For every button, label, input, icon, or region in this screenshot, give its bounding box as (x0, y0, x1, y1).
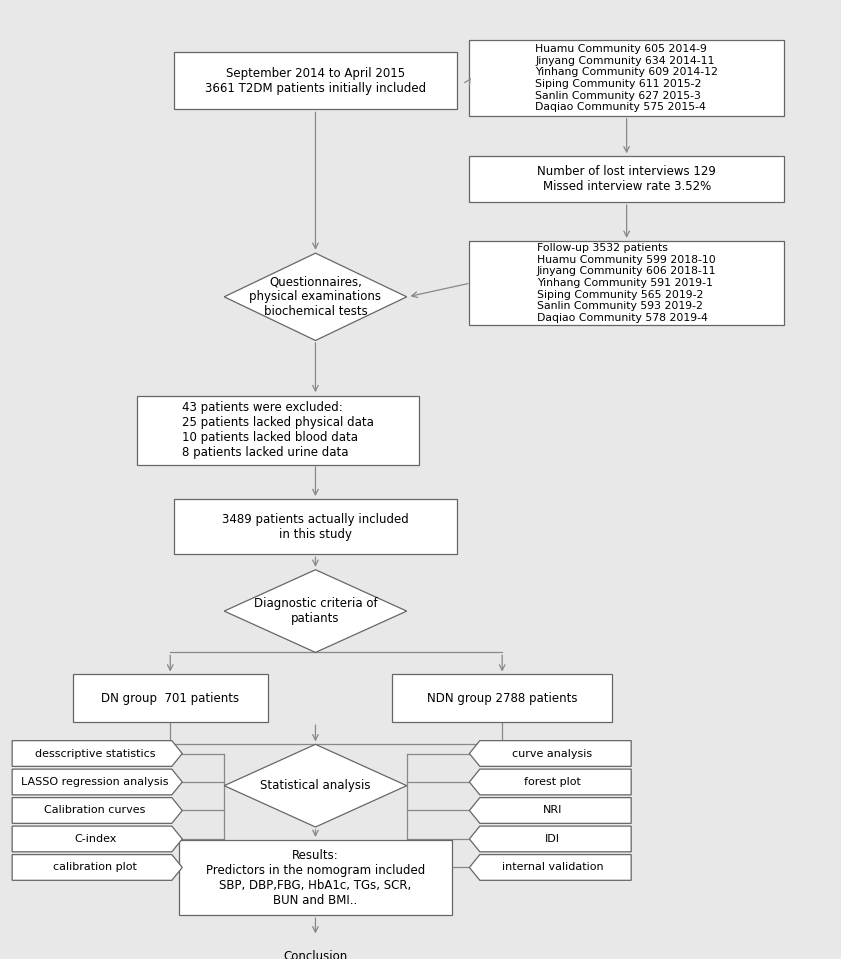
Text: LASSO regression analysis: LASSO regression analysis (21, 777, 169, 787)
Polygon shape (225, 570, 407, 652)
Polygon shape (12, 769, 182, 795)
Polygon shape (12, 826, 182, 852)
Text: Follow-up 3532 patients
Huamu Community 599 2018-10
Jinyang Community 606 2018-1: Follow-up 3532 patients Huamu Community … (537, 244, 717, 323)
Text: IDI: IDI (545, 834, 560, 844)
FancyBboxPatch shape (392, 674, 612, 722)
Polygon shape (469, 769, 632, 795)
Text: September 2014 to April 2015
3661 T2DM patients initially included: September 2014 to April 2015 3661 T2DM p… (205, 67, 426, 95)
Polygon shape (469, 854, 632, 880)
Text: Statistical analysis: Statistical analysis (260, 779, 371, 792)
Polygon shape (469, 740, 632, 766)
Text: Results:
Predictors in the nomogram included
SBP, DBP,FBG, HbA1c, TGs, SCR,
BUN : Results: Predictors in the nomogram incl… (206, 849, 425, 906)
FancyBboxPatch shape (137, 396, 419, 464)
FancyBboxPatch shape (174, 499, 457, 554)
FancyBboxPatch shape (469, 241, 785, 325)
Polygon shape (12, 798, 182, 824)
Text: C-index: C-index (74, 834, 116, 844)
Text: Conclusion: Conclusion (283, 950, 347, 959)
FancyBboxPatch shape (469, 156, 785, 202)
Text: 3489 patients actually included
in this study: 3489 patients actually included in this … (222, 512, 409, 541)
FancyBboxPatch shape (469, 40, 785, 116)
Polygon shape (469, 826, 632, 852)
Text: internal validation: internal validation (501, 862, 603, 873)
Polygon shape (225, 744, 407, 827)
Polygon shape (12, 854, 182, 880)
FancyBboxPatch shape (174, 53, 457, 109)
Text: forest plot: forest plot (524, 777, 581, 787)
Text: NDN group 2788 patients: NDN group 2788 patients (427, 691, 578, 705)
Text: Huamu Community 605 2014-9
Jinyang Community 634 2014-11
Yinhang Community 609 2: Huamu Community 605 2014-9 Jinyang Commu… (535, 44, 718, 112)
Text: NRI: NRI (542, 806, 562, 815)
Text: calibration plot: calibration plot (53, 862, 137, 873)
Text: Questionnaires,
physical examinations
biochemical tests: Questionnaires, physical examinations bi… (250, 275, 382, 318)
FancyBboxPatch shape (178, 840, 452, 915)
Text: Calibration curves: Calibration curves (45, 806, 145, 815)
FancyBboxPatch shape (72, 674, 267, 722)
FancyBboxPatch shape (225, 936, 407, 959)
Text: DN group  701 patients: DN group 701 patients (101, 691, 240, 705)
Text: Diagnostic criteria of
patiants: Diagnostic criteria of patiants (254, 597, 378, 625)
Text: desscriptive statistics: desscriptive statistics (34, 749, 156, 759)
Polygon shape (12, 740, 182, 766)
Text: 43 patients were excluded:
25 patients lacked physical data
10 patients lacked b: 43 patients were excluded: 25 patients l… (182, 401, 374, 459)
Polygon shape (469, 798, 632, 824)
Text: curve analysis: curve analysis (512, 749, 592, 759)
Polygon shape (225, 253, 407, 340)
Text: Number of lost interviews 129
Missed interview rate 3.52%: Number of lost interviews 129 Missed int… (537, 165, 716, 193)
